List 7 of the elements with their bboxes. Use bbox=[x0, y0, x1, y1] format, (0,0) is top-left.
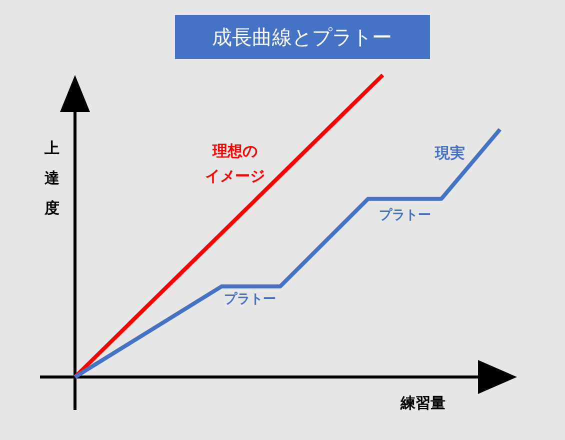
annotation: プラトー bbox=[379, 207, 431, 223]
y-axis-title: 上達度 bbox=[44, 139, 60, 217]
annotation: プラトー bbox=[224, 291, 276, 307]
chart-title: 成長曲線とプラトー bbox=[212, 25, 392, 49]
x-axis-title: 練習量 bbox=[400, 394, 446, 412]
series-label: 理想のイメージ bbox=[205, 142, 265, 185]
series-label: 現実 bbox=[434, 144, 465, 162]
